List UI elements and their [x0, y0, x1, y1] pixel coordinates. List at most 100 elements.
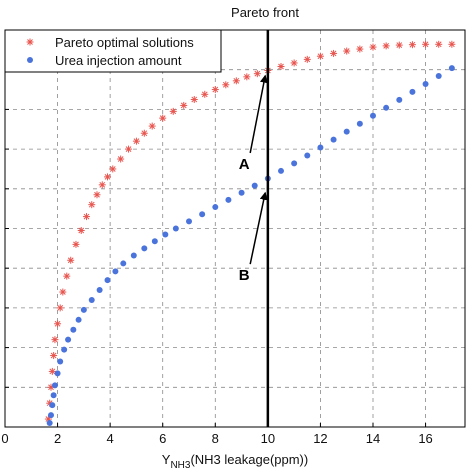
- data-point-dot: [51, 382, 58, 389]
- data-point-star: [290, 59, 298, 67]
- data-point-dot: [370, 112, 376, 119]
- annotation-label: A: [239, 156, 250, 173]
- data-point-star: [59, 288, 67, 296]
- data-point-dot: [57, 358, 64, 365]
- data-point-star: [422, 40, 430, 48]
- series-marks: [44, 40, 456, 427]
- data-point-star: [211, 86, 219, 94]
- data-point-star: [277, 63, 285, 71]
- annotations: AB: [239, 74, 268, 284]
- data-point-star: [232, 77, 240, 85]
- x-tick-label: 10: [261, 431, 275, 446]
- x-tick-label: 0: [1, 431, 8, 446]
- data-point-dot: [48, 412, 54, 419]
- annotation-arrow: [249, 191, 268, 265]
- x-tick-label: 4: [107, 431, 114, 446]
- data-point-dot: [112, 268, 119, 275]
- data-point-dot: [120, 260, 127, 267]
- legend-dot-icon: [27, 57, 33, 63]
- data-point-dot: [49, 402, 56, 409]
- plot-area-frame: [4, 29, 466, 428]
- data-point-dot: [88, 296, 95, 303]
- data-point-star: [435, 40, 443, 48]
- grid: [5, 30, 465, 427]
- legend-box: [4, 29, 222, 73]
- data-point-star: [77, 226, 85, 234]
- data-point-star: [67, 256, 75, 264]
- data-point-star: [48, 367, 56, 375]
- x-axis-ticks: 0 2 4 6 8 10 12 14 16: [1, 69, 433, 446]
- data-point-star: [330, 49, 338, 57]
- data-point-star: [222, 81, 230, 89]
- data-point-star: [408, 41, 416, 49]
- data-point-star: [63, 272, 71, 280]
- data-point-dot: [396, 96, 403, 103]
- data-point-dot: [46, 420, 53, 427]
- data-point-dot: [448, 65, 455, 72]
- legend: Pareto optimal solutions Urea injection …: [4, 29, 222, 73]
- data-point-dot: [238, 189, 245, 196]
- legend-label-pareto-optimal-solutions: Pareto optimal solutions: [55, 35, 194, 50]
- data-point-dot: [291, 160, 298, 167]
- data-point-dot: [54, 370, 61, 377]
- annotation-label: B: [239, 267, 250, 284]
- data-point-star: [369, 43, 377, 51]
- x-tick-label: 6: [159, 431, 166, 446]
- x-tick-label: 16: [418, 431, 432, 446]
- data-point-dot: [383, 104, 390, 111]
- annotation-arrow: [249, 74, 268, 154]
- data-point-star: [88, 201, 96, 209]
- data-point-dot: [141, 245, 148, 252]
- data-point-star: [316, 52, 324, 60]
- data-point-star: [54, 320, 62, 328]
- x-tick-label: 12: [313, 431, 327, 446]
- data-point-star: [356, 45, 364, 53]
- x-tick-label: 8: [212, 431, 219, 446]
- data-point-dot: [162, 231, 169, 238]
- data-point-star: [98, 181, 106, 189]
- data-point-star: [117, 155, 125, 163]
- series-1: [46, 65, 455, 427]
- legend-marker-urea-injection-amount: [27, 57, 33, 63]
- data-point-star: [56, 304, 64, 312]
- data-point-star: [180, 101, 188, 109]
- data-point-star: [395, 41, 403, 49]
- data-point-star: [125, 145, 133, 153]
- series-0: [44, 40, 456, 423]
- data-point-star: [93, 191, 101, 199]
- data-point-dot: [172, 225, 179, 232]
- data-point-star: [148, 122, 156, 130]
- data-point-dot: [304, 152, 311, 159]
- data-point-star: [51, 336, 59, 344]
- data-point-dot: [225, 196, 232, 203]
- data-point-star: [132, 137, 140, 145]
- data-point-dot: [422, 80, 429, 87]
- data-point-dot: [61, 346, 68, 353]
- data-point-star: [243, 73, 251, 81]
- data-point-star: [303, 55, 311, 63]
- data-point-dot: [70, 326, 77, 333]
- data-point-star: [72, 240, 80, 248]
- x-axis-label-subscript: NH3: [170, 460, 190, 471]
- data-point-dot: [212, 204, 219, 211]
- data-point-star: [159, 114, 167, 122]
- chart-title: Pareto front: [231, 5, 299, 20]
- data-point-dot: [151, 238, 158, 245]
- data-point-dot: [65, 336, 72, 343]
- data-point-dot: [435, 73, 442, 80]
- data-point-star: [343, 47, 351, 55]
- data-point-dot: [75, 316, 82, 323]
- data-point-dot: [80, 306, 87, 313]
- data-point-dot: [186, 218, 192, 225]
- data-point-star: [109, 165, 117, 173]
- data-point-star: [104, 173, 112, 181]
- x-tick-label: 14: [366, 431, 380, 446]
- data-point-star: [190, 95, 198, 103]
- data-point-dot: [317, 144, 324, 151]
- data-point-dot: [50, 392, 57, 399]
- data-point-dot: [409, 88, 416, 95]
- data-point-dot: [330, 136, 337, 143]
- x-tick-label: 2: [54, 431, 61, 446]
- data-point-dot: [251, 182, 258, 189]
